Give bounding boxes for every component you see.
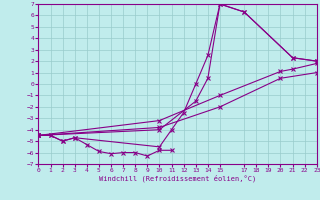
X-axis label: Windchill (Refroidissement éolien,°C): Windchill (Refroidissement éolien,°C) (99, 175, 256, 182)
